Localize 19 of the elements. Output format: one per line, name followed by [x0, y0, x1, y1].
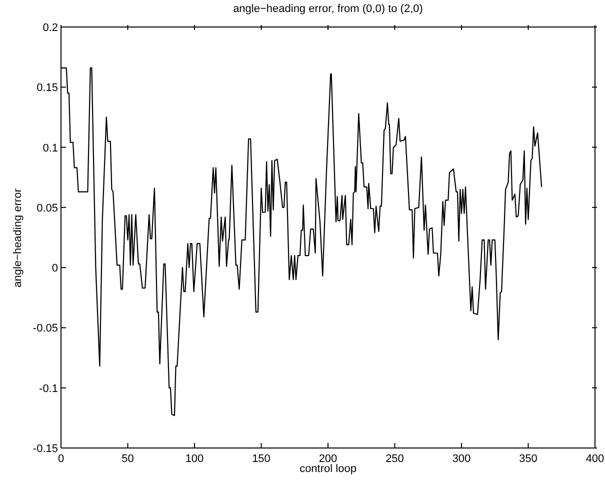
x-tick-label: 150	[252, 453, 270, 465]
y-tick-label: 0.15	[36, 82, 58, 94]
x-tick-label: 100	[185, 453, 204, 465]
x-tick-label: 200	[318, 453, 338, 465]
y-tick-label: -0.15	[32, 443, 58, 455]
x-tick-label: 400	[586, 453, 604, 465]
x-tick-label: 50	[122, 453, 134, 465]
y-tick-label: 0.05	[36, 202, 58, 214]
y-axis-title: angle−heading error	[12, 188, 24, 288]
y-tick-label: -0.05	[32, 322, 58, 335]
x-tick-label: 350	[519, 453, 538, 465]
y-tick-label: -0.1	[39, 382, 58, 395]
y-tick-label: 0.1	[42, 142, 58, 154]
y-tick-label: 0.2	[42, 22, 58, 34]
x-tick-label: 250	[386, 453, 404, 465]
chart-title: angle−heading error, from (0,0) to (2,0)	[232, 3, 424, 15]
y-tick-label: 0	[52, 262, 58, 275]
x-tick-label: 300	[452, 453, 471, 465]
x-axis-title: control loop	[300, 463, 356, 475]
